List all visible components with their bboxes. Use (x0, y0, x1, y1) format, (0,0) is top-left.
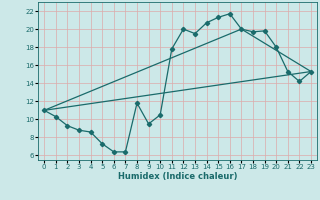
X-axis label: Humidex (Indice chaleur): Humidex (Indice chaleur) (118, 172, 237, 181)
